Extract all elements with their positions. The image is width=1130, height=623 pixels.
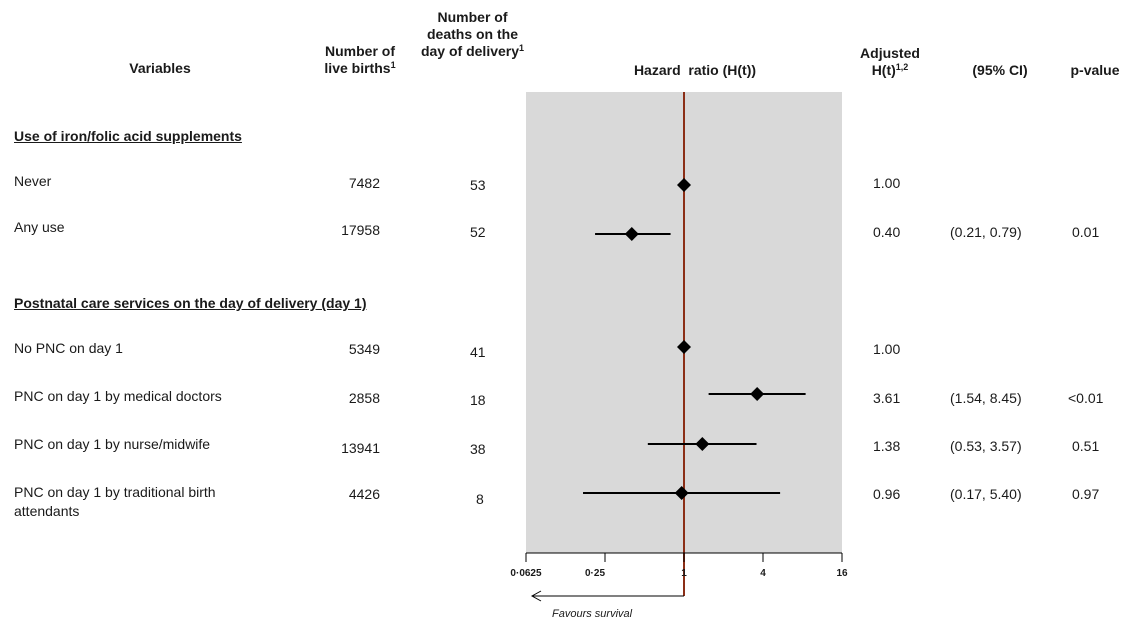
row-hr: 0.40 bbox=[873, 224, 901, 240]
favours-survival-label: Favours survival bbox=[552, 608, 633, 620]
row-hr: 1.00 bbox=[873, 175, 901, 191]
row-variable: No PNC on day 1 bbox=[14, 340, 123, 356]
header-hazard-ratio: Hazard ratio (H(t)) bbox=[633, 62, 757, 78]
header-variables: Variables bbox=[129, 60, 191, 76]
x-tick-label: 16 bbox=[836, 568, 848, 579]
row-ci: (0.53, 3.57) bbox=[950, 438, 1022, 454]
row-variable-line2: attendants bbox=[14, 503, 80, 519]
row-ci: (0.17, 5.40) bbox=[950, 486, 1022, 502]
row-births: 7482 bbox=[348, 175, 380, 191]
header-deaths-line1: Number of bbox=[437, 9, 508, 25]
row-births: 2858 bbox=[348, 390, 380, 406]
favours-arrow-head bbox=[530, 590, 542, 602]
x-tick-label: 0·25 bbox=[584, 568, 605, 579]
hr-point-marker bbox=[674, 486, 689, 500]
header-deaths-line3-text: day of delivery bbox=[420, 43, 520, 59]
header-births-sup: 1 bbox=[390, 60, 396, 70]
row-hr: 1.38 bbox=[873, 438, 901, 454]
row-ci: (1.54, 8.45) bbox=[950, 390, 1022, 406]
header-ci: (95% CI) bbox=[972, 62, 1028, 78]
row-variable: PNC on day 1 by medical doctors bbox=[14, 388, 222, 404]
row-pvalue: 0.01 bbox=[1072, 224, 1100, 240]
row-variable-line1: PNC on day 1 by traditional birth bbox=[14, 484, 216, 500]
header-deaths: Number of deaths on the day of delivery1 bbox=[400, 9, 545, 60]
row-hr: 3.61 bbox=[873, 390, 901, 406]
hr-point-marker bbox=[624, 227, 639, 241]
row-variable: PNC on day 1 by nurse/midwife bbox=[14, 436, 211, 452]
row-deaths: 52 bbox=[470, 224, 486, 240]
row-variable: Never bbox=[14, 173, 52, 189]
header-adj-sup: 1,2 bbox=[895, 62, 909, 72]
row-pvalue: 0.51 bbox=[1072, 438, 1100, 454]
row-births: 4426 bbox=[348, 486, 380, 502]
section-title: Use of iron/folic acid supplements bbox=[14, 128, 242, 144]
row-births: 5349 bbox=[348, 341, 380, 357]
row-deaths: 38 bbox=[470, 441, 486, 457]
x-tick-label: 1 bbox=[681, 568, 687, 579]
header-deaths-line3: day of delivery1 bbox=[400, 43, 545, 60]
row-deaths: 41 bbox=[470, 344, 486, 360]
header-deaths-line2: deaths on the bbox=[426, 26, 518, 42]
x-tick-label: 0·0625 bbox=[510, 568, 542, 579]
row-deaths: 18 bbox=[470, 392, 486, 408]
hr-point-marker bbox=[695, 437, 710, 451]
row-pvalue: <0.01 bbox=[1068, 390, 1104, 406]
row-deaths: 8 bbox=[476, 491, 484, 507]
header-pvalue: p-value bbox=[1070, 62, 1120, 78]
header-deaths-sup: 1 bbox=[519, 43, 525, 53]
x-tick-label: 4 bbox=[760, 568, 766, 579]
header-births-line2: live births1 bbox=[295, 60, 425, 77]
row-births: 17958 bbox=[341, 222, 380, 238]
header-adj-line2-text: H(t) bbox=[871, 62, 896, 78]
row-hr: 1.00 bbox=[873, 341, 901, 357]
header-adj-line2: H(t)1,2 bbox=[850, 62, 930, 79]
row-births: 13941 bbox=[341, 440, 380, 456]
section-title: Postnatal care services on the day of de… bbox=[14, 295, 367, 311]
header-births-line1: Number of bbox=[325, 43, 395, 59]
row-pvalue: 0.97 bbox=[1072, 486, 1100, 502]
row-deaths: 53 bbox=[470, 177, 486, 193]
header-adj-line1: Adjusted bbox=[860, 45, 920, 61]
header-births-line2-text: live births bbox=[324, 60, 391, 76]
row-hr: 0.96 bbox=[873, 486, 901, 502]
hr-point-marker bbox=[677, 340, 691, 354]
header-live-births: Number of live births1 bbox=[295, 43, 425, 77]
hr-point-marker bbox=[677, 178, 691, 192]
row-variable: Any use bbox=[14, 219, 65, 235]
header-adjusted-hr: Adjusted H(t)1,2 bbox=[850, 45, 930, 79]
row-ci: (0.21, 0.79) bbox=[950, 224, 1022, 240]
hr-point-marker bbox=[750, 387, 765, 401]
row-variable: PNC on day 1 by traditional birth attend… bbox=[14, 483, 216, 521]
